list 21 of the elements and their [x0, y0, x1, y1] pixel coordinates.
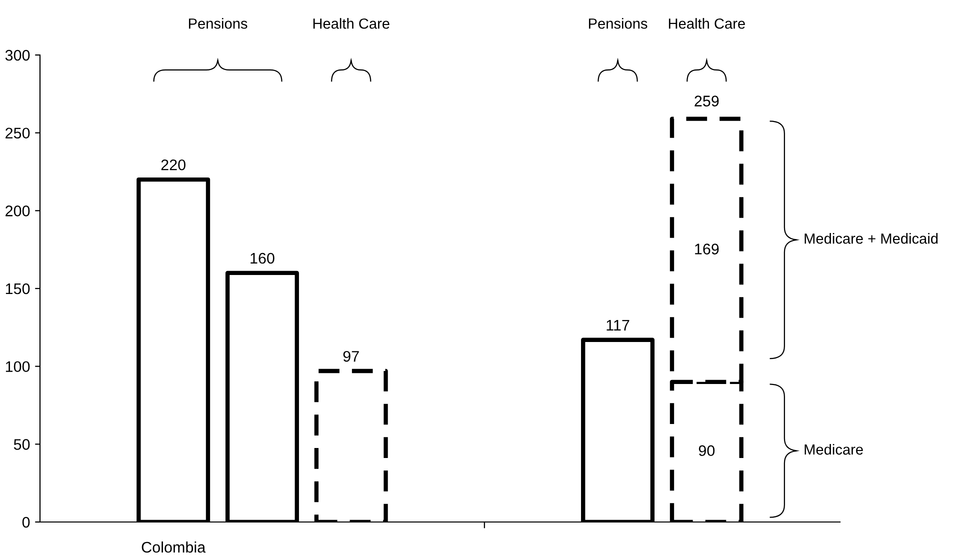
y-tick-label: 150	[6, 283, 30, 294]
y-tick-label: 200	[6, 206, 30, 216]
data-label: 160	[250, 252, 274, 264]
annotation: Medicare	[804, 444, 863, 455]
data-label: 97	[343, 350, 359, 362]
y-tick-label: 300	[5, 50, 30, 61]
annotation: Medicare + Medicaid	[804, 233, 938, 244]
text: Pensions	[188, 18, 248, 29]
text: Health Care	[313, 18, 390, 29]
y-tick-label: 50	[14, 439, 30, 450]
y-tick-label: 0	[22, 516, 30, 528]
text: Health Care	[668, 18, 745, 29]
data-label: 117	[606, 320, 630, 330]
x-tick-label: Colombia	[142, 541, 206, 553]
data-label: 90	[698, 445, 715, 456]
y-tick-label: 250	[6, 128, 30, 139]
data-label: 169	[695, 244, 719, 254]
text: Pensions	[588, 18, 648, 29]
total-label: 259	[694, 96, 719, 106]
y-tick-label: 100	[6, 361, 30, 372]
data-label: 220	[161, 159, 186, 170]
